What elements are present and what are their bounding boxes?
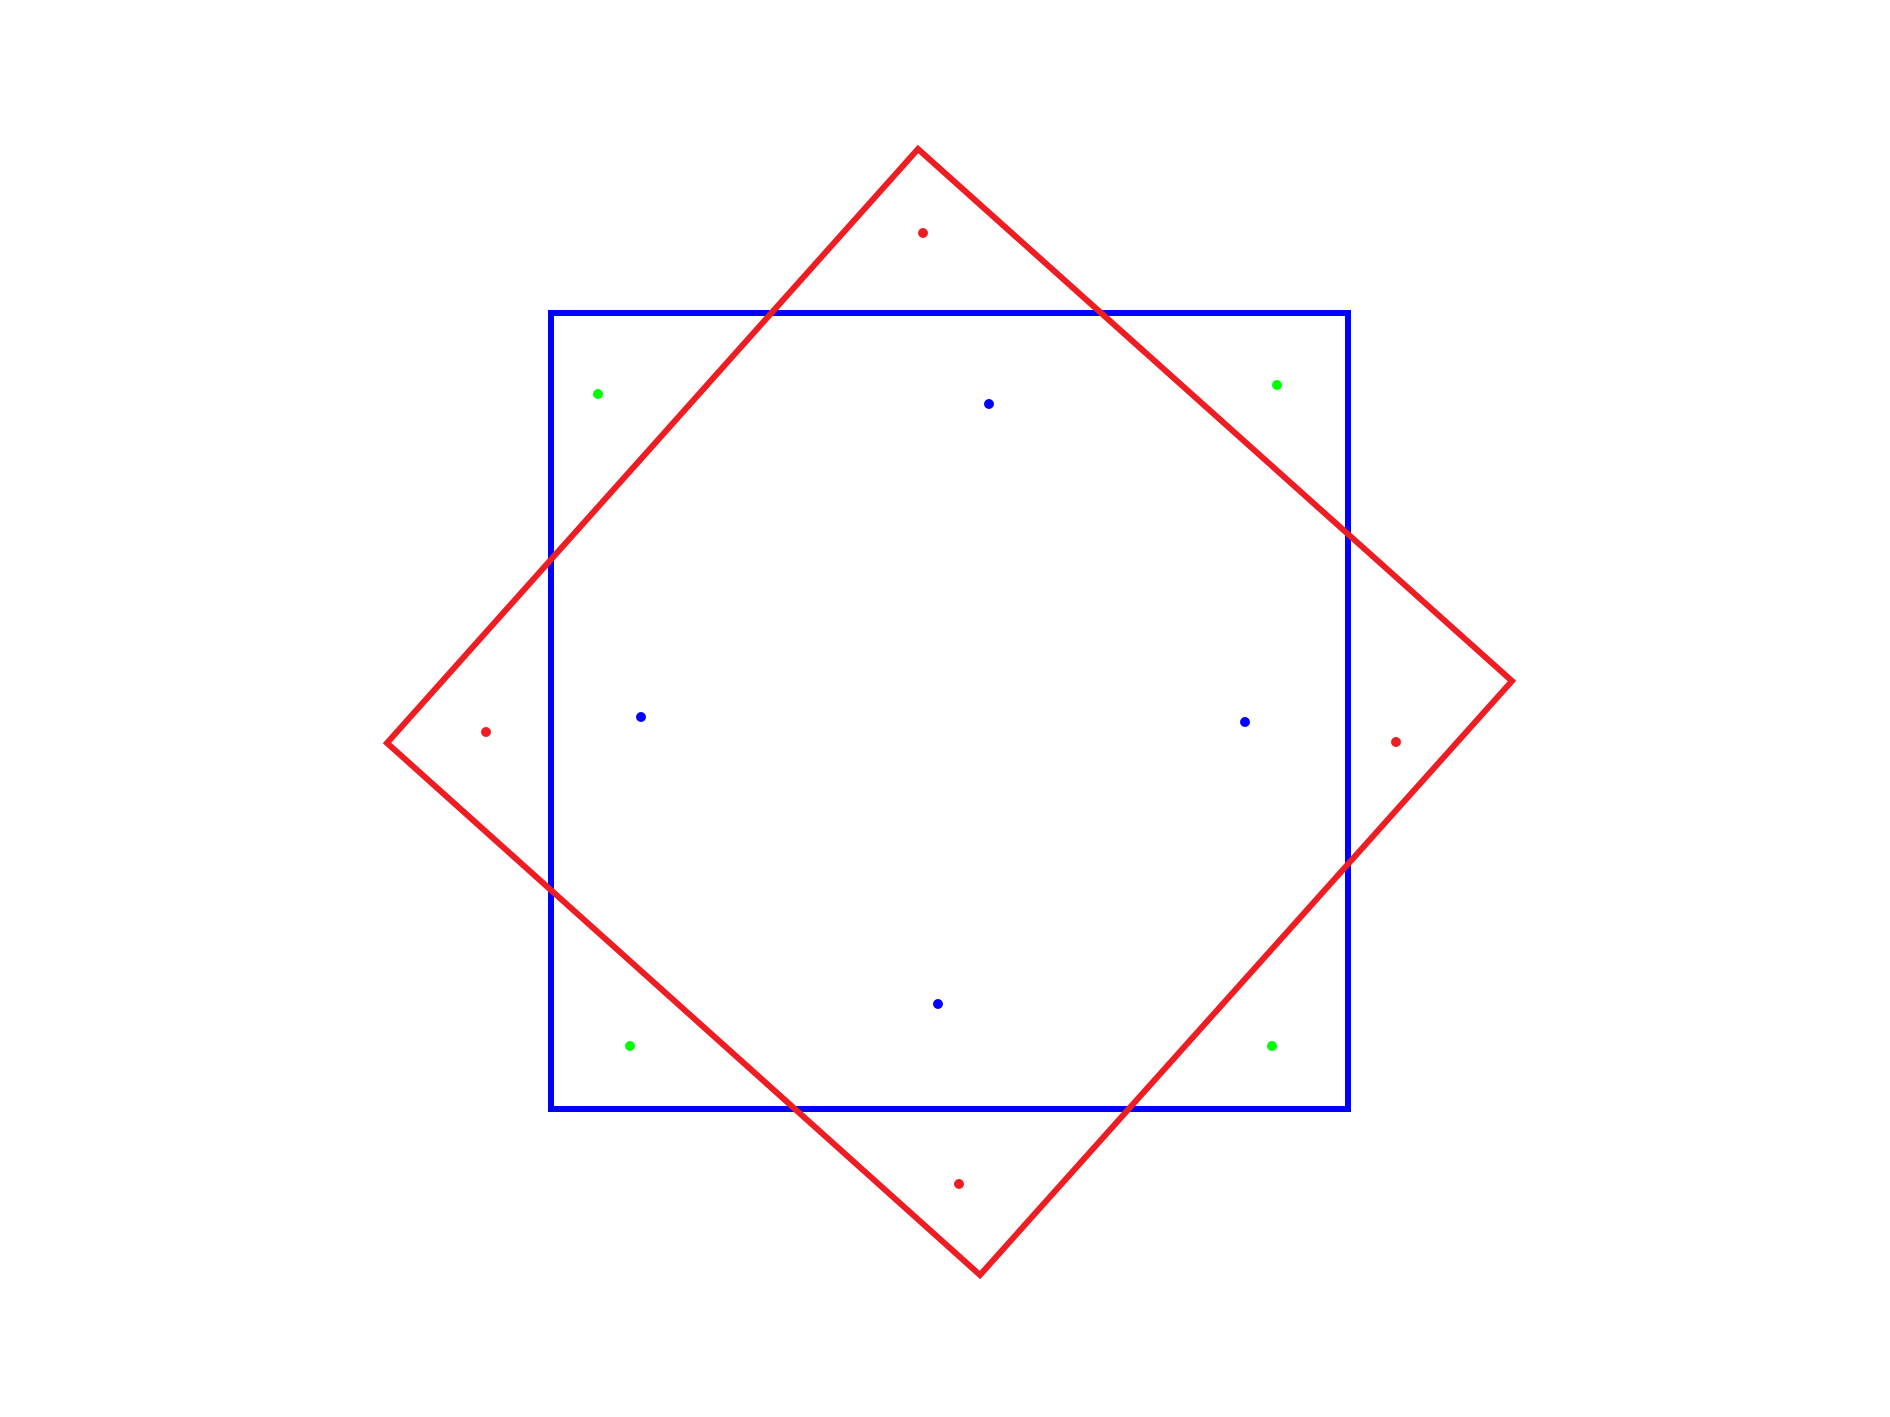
green-dot-bottom-right: [1267, 1041, 1277, 1051]
blue-dots: [636, 399, 1250, 1009]
red-dots: [481, 228, 1401, 1189]
red-dot-bottom: [954, 1179, 964, 1189]
green-dot-top-left: [593, 389, 603, 399]
blue-square: [548, 310, 1351, 1112]
blue-dot-left: [636, 712, 646, 722]
red-dot-right: [1391, 737, 1401, 747]
blue-dot-right: [1240, 717, 1250, 727]
green-dot-top-right: [1272, 380, 1282, 390]
blue-dot-bottom: [933, 999, 943, 1009]
blue-dot-top: [984, 399, 994, 409]
green-dots: [593, 380, 1282, 1051]
red-dot-top: [918, 228, 928, 238]
red-rotated-square: [382, 144, 1517, 1280]
green-dot-bottom-left: [625, 1041, 635, 1051]
red-dot-left: [481, 727, 491, 737]
